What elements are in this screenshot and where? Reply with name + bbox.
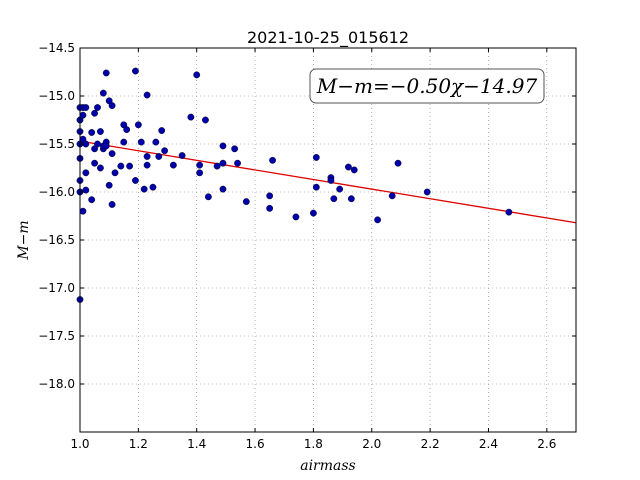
data-point xyxy=(102,142,110,150)
data-point xyxy=(143,161,151,169)
data-point xyxy=(132,177,139,184)
y-tick-label: −15.0 xyxy=(38,89,75,103)
data-point xyxy=(82,169,90,177)
data-point xyxy=(82,104,90,111)
data-point xyxy=(242,198,250,206)
data-point xyxy=(204,193,212,201)
x-tick-label: 1.6 xyxy=(246,437,265,451)
x-tick-label: 1.4 xyxy=(187,437,206,451)
data-point xyxy=(91,159,98,167)
data-point xyxy=(292,213,300,221)
data-point xyxy=(102,69,110,77)
data-point xyxy=(202,116,209,124)
data-point xyxy=(82,186,90,194)
x-tick-label: 1.2 xyxy=(129,437,148,451)
data-point xyxy=(143,91,151,99)
y-tick-label: −17.5 xyxy=(38,329,75,343)
data-point xyxy=(94,104,101,111)
annotation-equation: M−m=−0.50χ−14.97 xyxy=(316,74,538,98)
data-point xyxy=(196,161,204,169)
data-point xyxy=(219,185,227,193)
data-point xyxy=(97,164,104,172)
data-point xyxy=(219,142,227,150)
data-point xyxy=(143,153,151,160)
data-point xyxy=(374,216,381,224)
data-point xyxy=(187,113,195,121)
data-point xyxy=(99,89,107,97)
fit-annotation: M−m=−0.50χ−14.97 xyxy=(309,68,545,104)
y-tick-label: −14.5 xyxy=(38,41,75,55)
data-point xyxy=(347,195,355,203)
data-point xyxy=(231,145,239,153)
x-tick-label: 2.0 xyxy=(362,437,381,451)
data-point xyxy=(134,121,142,129)
data-point xyxy=(330,195,338,203)
data-point xyxy=(193,71,201,79)
data-point xyxy=(152,138,160,146)
data-point xyxy=(219,159,227,167)
x-axis-label: airmass xyxy=(300,458,356,474)
annotation-box xyxy=(309,68,545,104)
data-point xyxy=(88,129,96,136)
x-tick-label: 1.0 xyxy=(70,437,89,451)
data-point xyxy=(158,127,166,134)
data-point xyxy=(345,163,352,171)
data-point xyxy=(117,162,125,170)
axis-ticks xyxy=(79,47,576,432)
data-point xyxy=(108,102,116,110)
data-point xyxy=(132,67,139,75)
data-point xyxy=(505,208,513,216)
data-point xyxy=(350,166,358,174)
data-point xyxy=(105,181,113,189)
y-axis-label: M−m xyxy=(16,220,32,260)
data-point xyxy=(120,138,128,146)
x-tick-label: 1.8 xyxy=(304,437,323,451)
data-point xyxy=(79,111,87,119)
data-point xyxy=(336,185,344,193)
data-point xyxy=(266,204,274,212)
data-point xyxy=(196,169,204,177)
data-point xyxy=(266,192,274,200)
data-point xyxy=(149,183,157,191)
data-point xyxy=(91,109,98,117)
data-point xyxy=(140,185,148,193)
chart-title: 2021-10-25_015612 xyxy=(247,28,409,48)
x-tick-label: 2.2 xyxy=(421,437,440,451)
data-point xyxy=(213,162,221,170)
data-point xyxy=(394,159,402,167)
x-tick-label: 2.6 xyxy=(537,437,556,451)
data-point xyxy=(388,192,396,200)
y-tick-label: −17.0 xyxy=(38,281,75,295)
x-tick-label: 2.4 xyxy=(479,437,498,451)
data-point xyxy=(178,152,186,159)
y-tick-label: −16.0 xyxy=(38,185,75,199)
data-point xyxy=(234,159,241,167)
data-point xyxy=(97,128,104,135)
data-point xyxy=(423,188,431,196)
data-point xyxy=(161,147,169,155)
data-point xyxy=(123,126,131,134)
data-point xyxy=(155,153,163,160)
data-point xyxy=(169,161,177,169)
data-point xyxy=(108,150,116,158)
data-point xyxy=(126,162,134,170)
y-tick-label: −18.0 xyxy=(38,377,75,391)
y-tick-label: −15.5 xyxy=(38,137,75,151)
data-point xyxy=(108,201,116,208)
y-tick-labels: −14.5 −15.0 −15.5 −16.0 −16.5 −17.0 −17.5 −18.0 xyxy=(38,41,75,391)
data-point xyxy=(327,177,335,184)
data-point xyxy=(269,156,276,164)
data-point xyxy=(137,138,145,146)
data-point xyxy=(79,207,87,215)
y-tick-label: −16.5 xyxy=(38,233,75,247)
data-point xyxy=(111,169,119,177)
data-point xyxy=(88,196,96,204)
data-point xyxy=(312,183,320,191)
data-point xyxy=(94,140,101,148)
x-tick-labels: 1.0 1.2 1.4 1.6 1.8 2.0 2.2 2.4 2.6 xyxy=(70,437,556,451)
data-point xyxy=(310,209,317,217)
data-point xyxy=(312,154,320,161)
